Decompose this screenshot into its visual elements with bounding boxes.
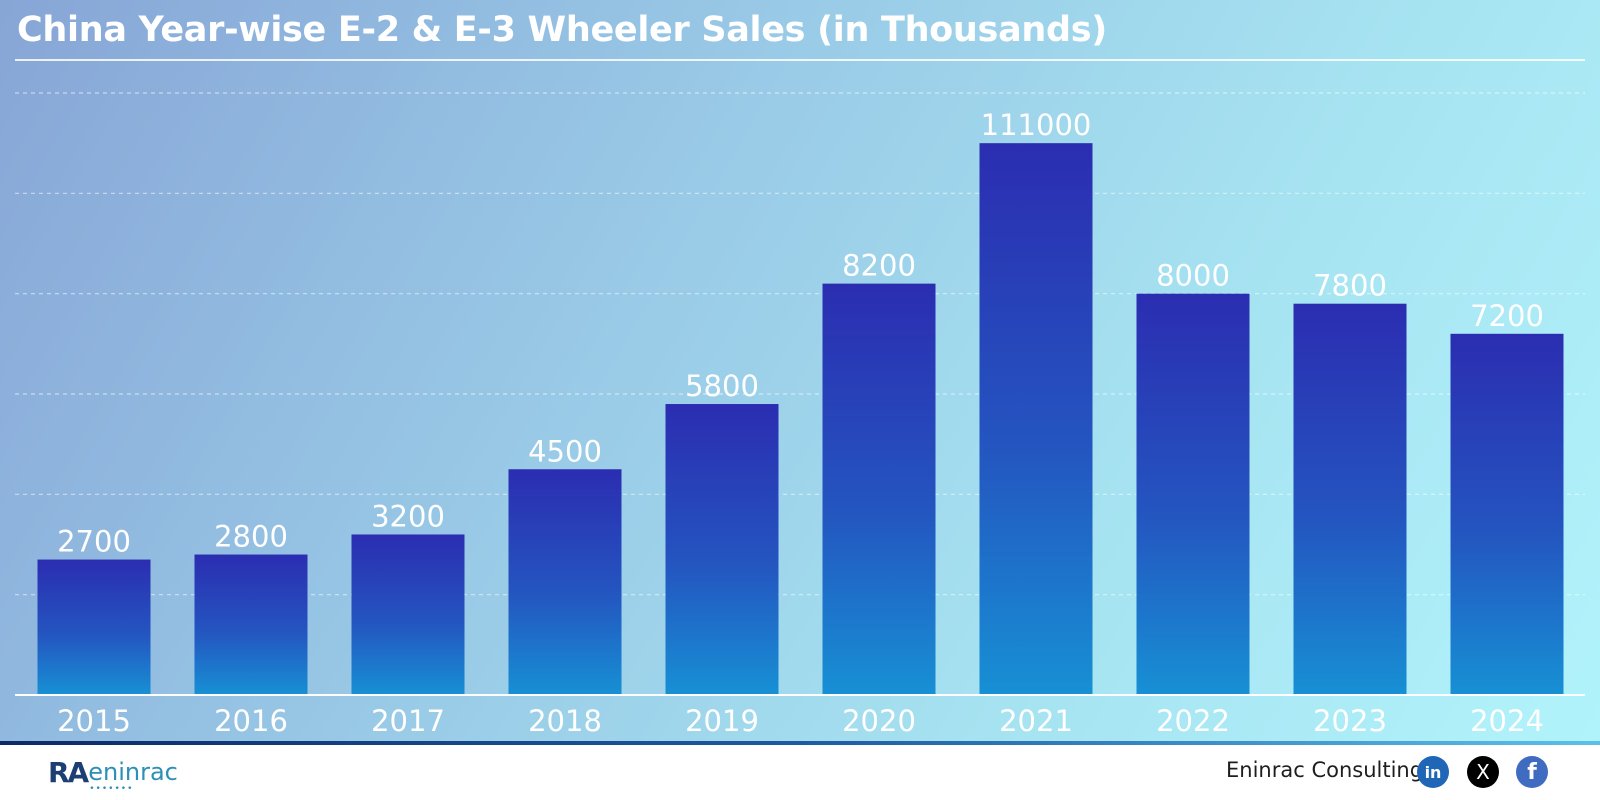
bar-2024 bbox=[1450, 333, 1564, 695]
x-tick-label: 2024 bbox=[1470, 704, 1544, 738]
logo-mark: RA bbox=[48, 755, 89, 789]
bars bbox=[37, 143, 1564, 695]
bar-2016 bbox=[194, 554, 308, 695]
bar-value-label: 8200 bbox=[842, 249, 916, 283]
bar-value-label: 4500 bbox=[528, 434, 602, 468]
gridlines bbox=[15, 92, 1585, 596]
bar-labels: 2700 2800 3200 4500 5800 8200 111000 8000 7800 72… bbox=[57, 108, 1544, 558]
bar-2019 bbox=[665, 404, 779, 695]
bar-chart: 2700 2800 3200 4500 5800 8200 111000 8000 7800 72… bbox=[15, 92, 1585, 738]
bar-value-label: 8000 bbox=[1156, 259, 1230, 293]
x-tick-label: 2020 bbox=[842, 704, 916, 738]
bar-value-label: 7800 bbox=[1313, 269, 1387, 303]
x-tick-label: 2022 bbox=[1156, 704, 1230, 738]
eninrac-logo: RA eninrac ••••••• bbox=[48, 755, 178, 795]
bar-value-label: 2800 bbox=[214, 520, 288, 554]
chart-title: China Year-wise E-2 & E-3 Wheeler Sales … bbox=[17, 10, 1107, 50]
x-twitter-icon[interactable]: X bbox=[1467, 756, 1499, 788]
x-tick-label: 2019 bbox=[685, 704, 759, 738]
title-divider bbox=[15, 59, 1585, 61]
footer-accent-stripe bbox=[0, 741, 1600, 745]
x-tick-labels: 2015 2016 2017 2018 2019 2020 2021 2022 2023 2024 bbox=[57, 704, 1544, 738]
x-tick-label: 2023 bbox=[1313, 704, 1387, 738]
facebook-icon[interactable]: f bbox=[1516, 756, 1548, 788]
bar-value-label: 3200 bbox=[371, 499, 445, 533]
bar-2015 bbox=[37, 559, 151, 695]
bar-2020 bbox=[822, 283, 936, 695]
x-tick-label: 2017 bbox=[371, 704, 445, 738]
bar-value-label: 2700 bbox=[57, 525, 131, 559]
x-tick-label: 2021 bbox=[999, 704, 1073, 738]
bar-2021 bbox=[979, 143, 1093, 695]
bar-value-label: 111000 bbox=[981, 108, 1092, 142]
chart-panel: China Year-wise E-2 & E-3 Wheeler Sales … bbox=[0, 0, 1600, 741]
brand-name: Eninrac Consulting bbox=[1226, 758, 1424, 782]
bar-2023 bbox=[1293, 303, 1407, 695]
bar-2017 bbox=[351, 534, 465, 695]
linkedin-icon[interactable]: in bbox=[1417, 756, 1449, 788]
bar-2022 bbox=[1136, 293, 1250, 695]
footer: RA eninrac ••••••• Eninrac Consulting in… bbox=[0, 745, 1600, 800]
logo-wordmark: eninrac ••••••• bbox=[88, 758, 178, 794]
x-tick-label: 2016 bbox=[214, 704, 288, 738]
x-tick-label: 2015 bbox=[57, 704, 131, 738]
x-tick-label: 2018 bbox=[528, 704, 602, 738]
bar-2018 bbox=[508, 469, 622, 695]
bar-value-label: 5800 bbox=[685, 369, 759, 403]
bar-value-label: 7200 bbox=[1470, 299, 1544, 333]
